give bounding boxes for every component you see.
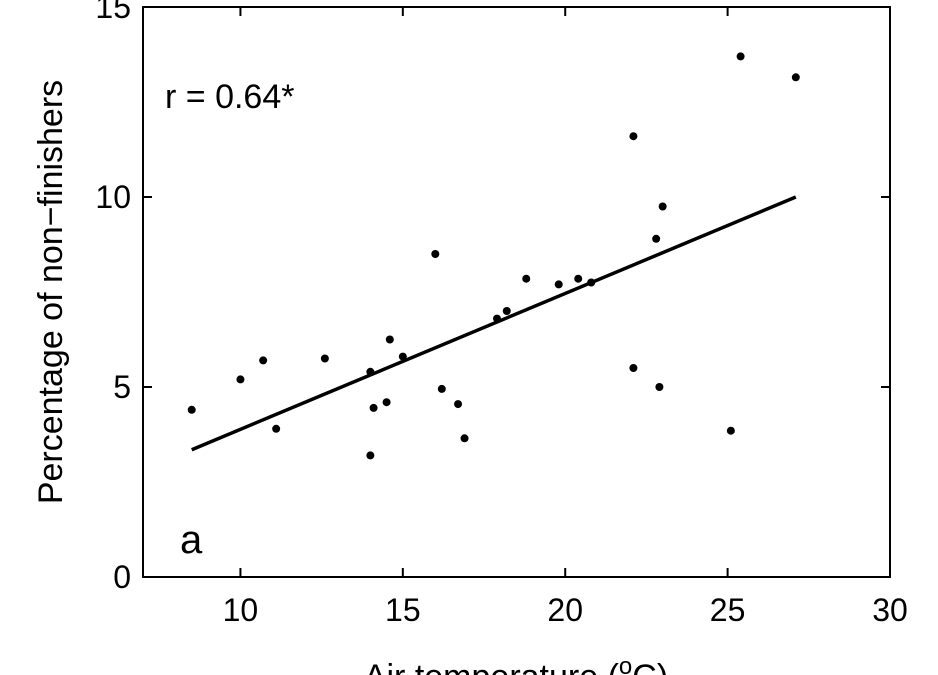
data-point [272,424,281,433]
x-tick-label: 25 [710,592,746,628]
data-point [259,356,268,365]
data-point [431,250,440,258]
x-axis-title-superscript: o [619,653,632,675]
data-point [385,335,394,344]
data-point [502,307,511,315]
plot-frame [142,6,891,578]
tick-labels: 10 15 20 25 30 0 5 10 15 [95,0,907,628]
y-tick-label: 15 [95,0,131,25]
data-point [460,434,469,443]
y-tick-label: 10 [95,179,131,215]
data-point [522,274,531,283]
data-point [554,280,563,289]
data-point [658,202,667,211]
regression-line-group [191,195,797,452]
x-tick-label: 20 [547,592,583,628]
x-axis-title-unit: C) [632,658,668,675]
x-axis-title-main: Air temperature ( [364,658,620,675]
data-point [736,52,745,61]
data-point [629,132,638,141]
x-tick-label: 15 [385,592,421,628]
data-point [398,352,407,361]
data-point [655,383,664,391]
panel-label: a [180,518,203,562]
x-axis-title: Air temperature (oC) [364,653,668,675]
x-tick-label: 30 [872,592,908,628]
data-point [382,398,391,407]
data-point [369,403,378,412]
data-point [366,367,375,376]
x-tick-label: 10 [223,592,259,628]
y-tick-label: 5 [113,369,131,405]
data-point [652,234,661,243]
data-point [629,364,638,372]
data-point [587,278,596,287]
data-point [366,451,375,460]
data-points [187,52,800,460]
regression-line [191,195,797,452]
y-tick-label: 0 [113,559,131,595]
data-point [454,400,463,409]
r-value-annotation: r = 0.64* [165,78,294,116]
data-point [236,375,245,384]
data-point [574,274,583,283]
data-point [320,354,329,363]
data-point [437,384,446,393]
data-point [726,426,735,435]
y-axis-title: Percentage of non−finishers [32,80,70,504]
data-point [187,405,196,414]
data-point [791,73,800,82]
data-point [493,314,502,323]
